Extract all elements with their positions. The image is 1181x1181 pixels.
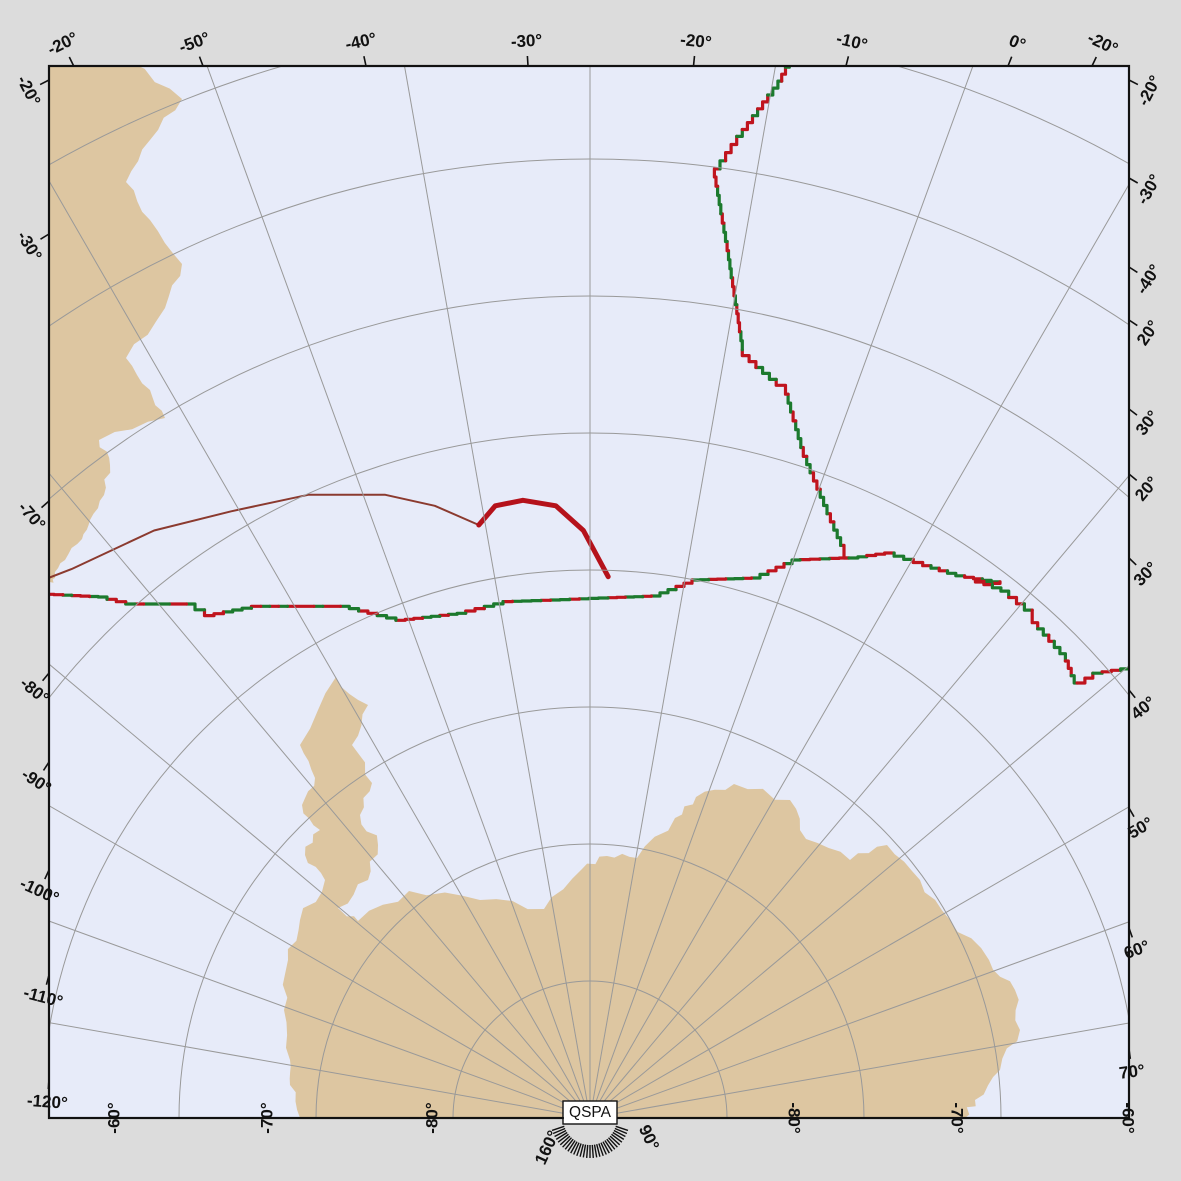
svg-text:-80°: -80° bbox=[422, 1102, 441, 1134]
svg-text:-80°: -80° bbox=[785, 1102, 804, 1134]
svg-text:-10°: -10° bbox=[834, 29, 869, 55]
svg-text:-80°: -80° bbox=[16, 673, 52, 708]
svg-text:40°: 40° bbox=[1127, 692, 1159, 723]
svg-text:-20°: -20° bbox=[13, 72, 44, 109]
svg-text:-20°: -20° bbox=[44, 28, 81, 59]
svg-text:-60°: -60° bbox=[104, 1102, 123, 1134]
svg-text:-30°: -30° bbox=[510, 31, 543, 52]
svg-text:-30°: -30° bbox=[13, 228, 46, 265]
svg-text:20°: 20° bbox=[1133, 317, 1163, 349]
svg-text:-40°: -40° bbox=[1132, 261, 1165, 298]
svg-text:-20°: -20° bbox=[1084, 28, 1121, 59]
svg-text:90°: 90° bbox=[635, 1122, 663, 1154]
svg-text:70°: 70° bbox=[1118, 1061, 1146, 1083]
svg-text:30°: 30° bbox=[1132, 407, 1163, 439]
svg-text:-70°: -70° bbox=[257, 1102, 276, 1134]
svg-text:-20°: -20° bbox=[1134, 72, 1165, 109]
svg-text:-50°: -50° bbox=[176, 28, 212, 57]
svg-text:-60°: -60° bbox=[1119, 1102, 1138, 1134]
svg-text:160°: 160° bbox=[531, 1127, 563, 1167]
svg-text:0°: 0° bbox=[1006, 31, 1028, 55]
svg-text:-30°: -30° bbox=[1133, 171, 1165, 208]
svg-text:-70°: -70° bbox=[14, 498, 49, 534]
svg-text:-120°: -120° bbox=[26, 1091, 68, 1113]
svg-text:-40°: -40° bbox=[343, 29, 378, 54]
svg-text:-20°: -20° bbox=[679, 30, 712, 52]
svg-text:20°: 20° bbox=[1131, 473, 1162, 505]
svg-text:QSPA: QSPA bbox=[569, 1104, 612, 1121]
svg-text:-70°: -70° bbox=[948, 1102, 967, 1134]
